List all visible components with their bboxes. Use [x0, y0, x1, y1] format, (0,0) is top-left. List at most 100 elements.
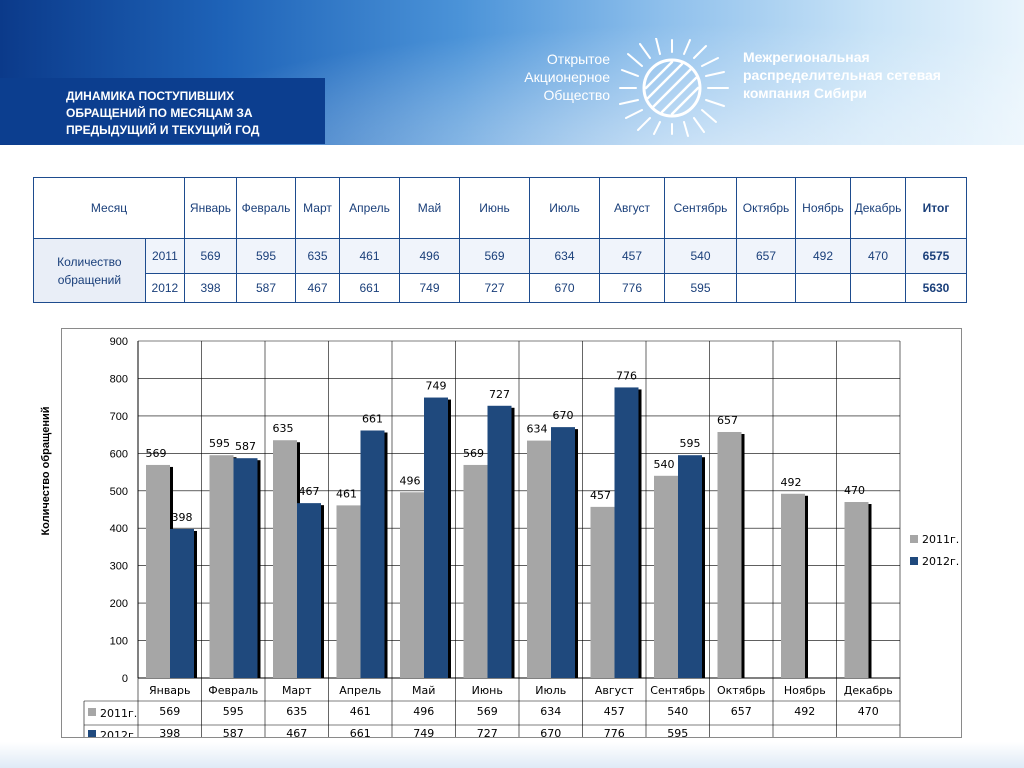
- data-label: 635: [273, 422, 294, 435]
- month-header: Сентябрь: [664, 177, 737, 239]
- data-table-value: 727: [477, 727, 498, 737]
- x-tick-label: Май: [412, 684, 435, 697]
- value-cell: 657: [736, 238, 796, 274]
- total-header: Итог: [905, 177, 967, 239]
- data-table-value: 569: [159, 705, 180, 718]
- y-tick-label: 600: [110, 448, 128, 460]
- chart-frame: 0 100 200 300 400 500 600 700 800 900 569 595 635 461…: [61, 328, 962, 738]
- value-cell: 540: [664, 238, 737, 274]
- value-cell: 595: [664, 273, 737, 303]
- legend-label: 2011г.: [922, 533, 959, 546]
- legend-label: 2012г.: [922, 555, 959, 568]
- data-table-value: 457: [604, 705, 625, 718]
- table-row: 2012 398 587 467 661 749 727 670 776 595…: [34, 273, 967, 303]
- bar: [273, 440, 297, 678]
- x-tick-label: Апрель: [339, 684, 381, 697]
- x-tick-label: Ноябрь: [784, 684, 826, 697]
- value-cell: 492: [795, 238, 851, 274]
- table-header-row: Месяц Январь Февраль Март Апрель Май Июн…: [33, 177, 967, 239]
- data-table-value: 470: [858, 705, 879, 718]
- value-cell: 634: [529, 238, 600, 274]
- value-cell: 587: [236, 273, 296, 303]
- x-tick-label: Декабрь: [844, 684, 893, 697]
- data-label: 595: [209, 437, 230, 450]
- data-table-value: 776: [604, 727, 625, 737]
- y-tick-label: 100: [110, 636, 128, 648]
- bar: [678, 455, 702, 678]
- year-cell: 2012: [144, 273, 186, 303]
- x-tick-label: Июль: [535, 684, 566, 697]
- data-table-value: 635: [286, 705, 307, 718]
- data-label: 496: [400, 474, 421, 487]
- data-label: 569: [463, 447, 484, 460]
- bar: [527, 440, 551, 678]
- bar: [297, 503, 321, 678]
- data-label: 540: [654, 458, 675, 471]
- data-label: 467: [299, 485, 320, 498]
- bar: [551, 427, 575, 678]
- value-cell: [736, 273, 796, 303]
- data-table-value: 461: [350, 705, 371, 718]
- month-header: Март: [295, 177, 340, 239]
- data-table-value: 670: [540, 727, 561, 737]
- value-cell: 467: [295, 273, 340, 303]
- data-table-value: 595: [667, 727, 688, 737]
- value-cell: 595: [236, 238, 296, 274]
- data-table-series-name: 2011г.: [100, 707, 137, 720]
- month-header-cell: Месяц: [33, 177, 185, 239]
- x-tick-label: Сентябрь: [650, 684, 705, 697]
- month-header: Октябрь: [736, 177, 796, 239]
- month-header: Ноябрь: [795, 177, 851, 239]
- bar: [424, 397, 448, 678]
- title-box: ДИНАМИКА ПОСТУПИВШИХ ОБРАЩЕНИЙ ПО МЕСЯЦА…: [0, 78, 325, 144]
- value-cell: 635: [295, 238, 340, 274]
- data-label: 657: [717, 414, 738, 427]
- data-table-series-name: 2012г.: [100, 729, 137, 737]
- bar: [233, 458, 258, 678]
- data-label: 595: [680, 437, 701, 450]
- y-tick-label: 800: [110, 373, 128, 385]
- data-label: 634: [527, 423, 548, 436]
- value-cell: 569: [459, 238, 530, 274]
- row-label-cell: Количество обращений: [33, 238, 146, 303]
- value-cell: 461: [339, 238, 400, 274]
- bar: [614, 387, 639, 678]
- bar: [654, 475, 678, 678]
- bar: [781, 493, 805, 678]
- data-table-value: 634: [540, 705, 561, 718]
- x-tick-label: Октябрь: [717, 684, 766, 697]
- value-cell: 776: [599, 273, 665, 303]
- value-cell: 749: [399, 273, 460, 303]
- company-name: Межрегиональная распределительная сетева…: [743, 48, 983, 102]
- company-name-line-1: Межрегиональная: [743, 49, 870, 65]
- data-label: 569: [146, 447, 167, 460]
- month-header: Август: [599, 177, 665, 239]
- data-label: 749: [426, 380, 447, 393]
- year-cell: 2011: [144, 238, 186, 274]
- y-tick-label: 0: [122, 673, 128, 685]
- footer-strip: [0, 742, 1024, 768]
- bar: [146, 464, 170, 678]
- value-cell: [850, 273, 906, 303]
- company-name-line-2: распределительная сетевая: [743, 67, 941, 83]
- bar: [209, 455, 234, 678]
- page-title: ДИНАМИКА ПОСТУПИВШИХ ОБРАЩЕНИЙ ПО МЕСЯЦА…: [66, 89, 260, 137]
- y-tick-label: 900: [110, 336, 128, 348]
- x-tick-label: Январь: [149, 684, 191, 697]
- month-header: Январь: [184, 177, 237, 239]
- data-table-swatch: [88, 708, 96, 716]
- value-cell: [795, 273, 851, 303]
- data-table-value: 661: [350, 727, 371, 737]
- month-header: Декабрь: [850, 177, 906, 239]
- data-label: 670: [553, 409, 574, 422]
- data-label: 398: [172, 511, 193, 524]
- bar: [717, 431, 742, 678]
- month-header: Май: [399, 177, 460, 239]
- value-cell: 670: [529, 273, 600, 303]
- data-table-value: 398: [159, 727, 180, 737]
- x-tick-label: Февраль: [208, 684, 258, 697]
- data-table-value: 749: [413, 727, 434, 737]
- data-label: 470: [844, 484, 865, 497]
- value-cell: 457: [599, 238, 665, 274]
- company-left-line-2: Акционерное: [524, 69, 610, 85]
